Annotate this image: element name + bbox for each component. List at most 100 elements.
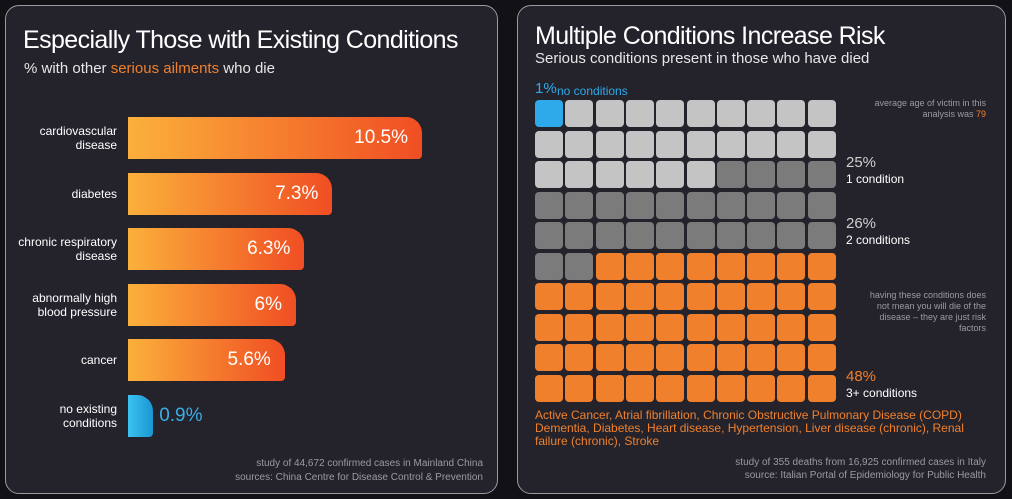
waffle-cell (565, 130, 594, 158)
waffle-cell (656, 130, 685, 158)
waffle-cell (777, 374, 806, 402)
right-panel (517, 5, 1006, 494)
waffle-cell (686, 283, 715, 310)
waffle-cell (625, 100, 654, 127)
category-label: cardiovascular disease (39, 124, 117, 152)
waffle-cell (686, 374, 715, 402)
waffle-cell (656, 283, 685, 310)
waffle-cell (807, 191, 836, 219)
waffle-cell (595, 344, 624, 371)
waffle-cell (625, 222, 654, 249)
series-label: 2 conditions (846, 233, 911, 247)
waffle-cell (535, 100, 563, 127)
waffle-cell (535, 191, 563, 219)
waffle-cell (565, 100, 594, 127)
waffle-cell (686, 252, 715, 280)
waffle-cell (777, 191, 806, 219)
value-label: 6.3% (247, 238, 291, 259)
waffle-cell (565, 252, 594, 280)
waffle-cell (595, 100, 624, 127)
waffle-cell (747, 100, 776, 127)
waffle-cell (565, 161, 594, 188)
waffle-cell (777, 100, 806, 127)
waffle-cell (777, 252, 806, 280)
waffle-cell (747, 313, 776, 341)
waffle-cell (777, 313, 806, 341)
waffle-cell (625, 344, 654, 371)
waffle-cell (747, 161, 776, 188)
annotation-highlight: 79 (975, 109, 986, 119)
subtitle-part: who die (219, 60, 275, 77)
waffle-cell (716, 191, 745, 219)
chart-subtitle: % with other serious ailments who die (24, 60, 275, 77)
waffle-cell (656, 222, 685, 249)
subtitle-part: % with other (24, 60, 111, 77)
waffle-cell (807, 252, 836, 280)
value-label: 1% (535, 80, 557, 97)
waffle-cell (595, 222, 624, 249)
waffle-cell (595, 252, 624, 280)
waffle-cell (777, 222, 806, 249)
waffle-cell (565, 374, 594, 402)
chart-title: Especially Those with Existing Condition… (23, 26, 458, 54)
waffle-cell (565, 344, 594, 371)
category-label: diabetes (71, 186, 117, 201)
waffle-cell (807, 283, 836, 310)
waffle-cell (595, 191, 624, 219)
waffle-cell (777, 130, 806, 158)
waffle-cell (716, 252, 745, 280)
waffle-cell (807, 344, 836, 371)
waffle-cell (716, 313, 745, 341)
value-label: 5.6% (227, 349, 271, 370)
waffle-cell (535, 222, 563, 249)
waffle-cell (656, 161, 685, 188)
waffle-cell (535, 130, 563, 158)
waffle-cell (625, 191, 654, 219)
value-label: 25% (846, 154, 877, 171)
waffle-cell (656, 100, 685, 127)
waffle-cell (656, 313, 685, 341)
waffle-cell (686, 191, 715, 219)
waffle-cell (595, 161, 624, 188)
waffle-cell (535, 252, 563, 280)
waffle-cell (686, 130, 715, 158)
waffle-cell (747, 252, 776, 280)
waffle-cell (807, 130, 836, 158)
note: sources: China Centre for Disease Contro… (235, 472, 483, 483)
waffle-cell (656, 191, 685, 219)
waffle-cell (595, 374, 624, 402)
bar (128, 339, 285, 381)
waffle-cell (595, 130, 624, 158)
waffle-cell (716, 161, 745, 188)
waffle-cell (535, 161, 563, 188)
waffle-cell (625, 130, 654, 158)
waffle-cell (807, 222, 836, 249)
waffle-cell (625, 313, 654, 341)
waffle-cell (595, 313, 624, 341)
waffle-cell (777, 344, 806, 371)
waffle-cell (625, 283, 654, 310)
waffle-cell (565, 313, 594, 341)
waffle-cell (535, 313, 563, 341)
waffle-cell (656, 374, 685, 402)
waffle-cell (535, 374, 563, 402)
series-label: 1 condition (846, 172, 905, 186)
chart-title: Multiple Conditions Increase Risk (535, 22, 885, 50)
annotation: average age of victim in this analysis w… (866, 98, 986, 120)
waffle-cell (747, 222, 776, 249)
subtitle-highlight: serious ailments (110, 60, 220, 77)
waffle-cell (777, 283, 806, 310)
waffle-cell (777, 161, 806, 188)
chart-subtitle: Serious conditions present in those who … (535, 50, 870, 67)
value-label: 7.3% (275, 182, 319, 204)
waffle-cell (656, 344, 685, 371)
waffle-cell (535, 344, 563, 371)
waffle-cell (565, 222, 594, 249)
waffle-cell (807, 161, 836, 188)
waffle-cell (595, 283, 624, 310)
note: study of 355 deaths from 16,925 confirme… (735, 457, 986, 468)
category-label: no existing conditions (59, 401, 117, 430)
waffle-cell (716, 344, 745, 371)
note: source: Italian Portal of Epidemiology f… (744, 470, 986, 481)
waffle-cell (686, 100, 715, 127)
